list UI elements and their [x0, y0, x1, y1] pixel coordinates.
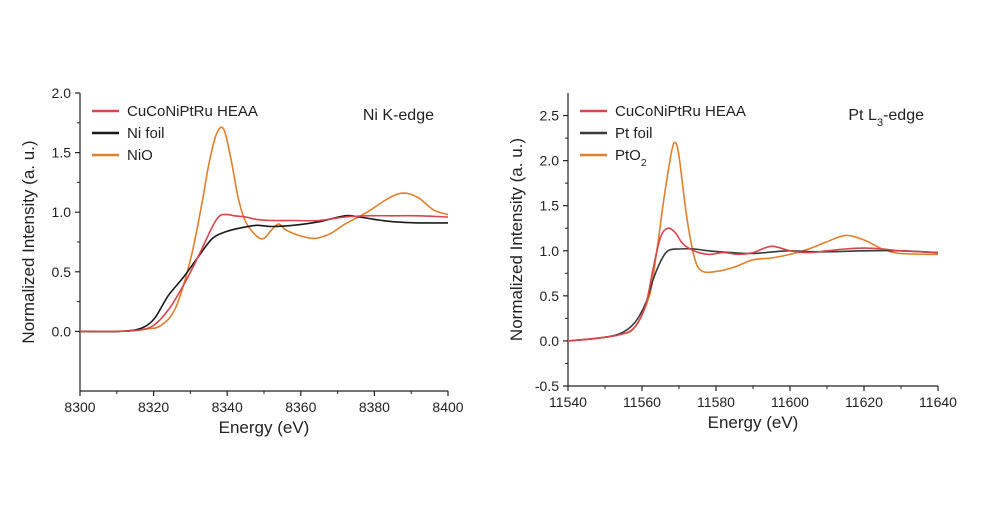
y-tick-label: 0.5 [540, 288, 560, 304]
y-tick-label: 0.0 [540, 333, 560, 349]
y-tick-label: 2.5 [540, 108, 560, 124]
x-tick-label: 11640 [919, 394, 957, 410]
y-tick-label: 1.5 [52, 145, 72, 161]
x-tick-label: 11560 [623, 394, 661, 410]
x-tick-label: 8360 [285, 399, 316, 415]
series-line-1 [80, 214, 448, 333]
x-tick-label: 11620 [845, 394, 883, 410]
legend-label: Ni foil [127, 125, 165, 142]
legend-label: PtO2 [615, 147, 647, 169]
y-tick-label: -0.5 [535, 378, 559, 394]
x-tick-label: 8320 [138, 399, 169, 415]
y-tick-label: 0.5 [52, 264, 72, 280]
edge-annotation: Ni K-edge [363, 107, 434, 124]
x-axis-label: Energy (eV) [219, 418, 310, 437]
series-line-0 [568, 227, 938, 342]
x-tick-label: 11580 [697, 394, 735, 410]
legend-label: NiO [127, 147, 153, 164]
y-axis-label: Normalized Intensity (a. u.) [507, 138, 526, 341]
y-tick-label: 2.0 [52, 85, 72, 101]
series-line-1 [568, 247, 938, 342]
y-tick-label: 1.0 [540, 243, 560, 259]
legend-label: CuCoNiPtRu HEAA [615, 103, 746, 120]
x-tick-label: 8300 [64, 399, 95, 415]
y-tick-label: 1.0 [52, 204, 72, 220]
series-line-2 [568, 141, 938, 342]
x-tick-label: 8400 [432, 399, 463, 415]
x-tick-label: 8380 [359, 399, 390, 415]
x-tick-label: 8340 [212, 399, 243, 415]
y-tick-label: 0.0 [52, 323, 72, 339]
x-tick-label: 11600 [771, 394, 809, 410]
x-axis-label: Energy (eV) [708, 413, 799, 432]
y-tick-label: 2.0 [540, 153, 560, 169]
edge-annotation: Pt L3-edge [848, 107, 924, 129]
y-axis-label: Normalized Intensity (a. u.) [19, 140, 38, 343]
legend-label: Pt foil [615, 125, 653, 142]
x-tick-label: 11540 [549, 394, 587, 410]
legend-label: CuCoNiPtRu HEAA [127, 103, 258, 120]
series-line-0 [80, 213, 448, 333]
y-tick-label: 1.5 [540, 198, 560, 214]
